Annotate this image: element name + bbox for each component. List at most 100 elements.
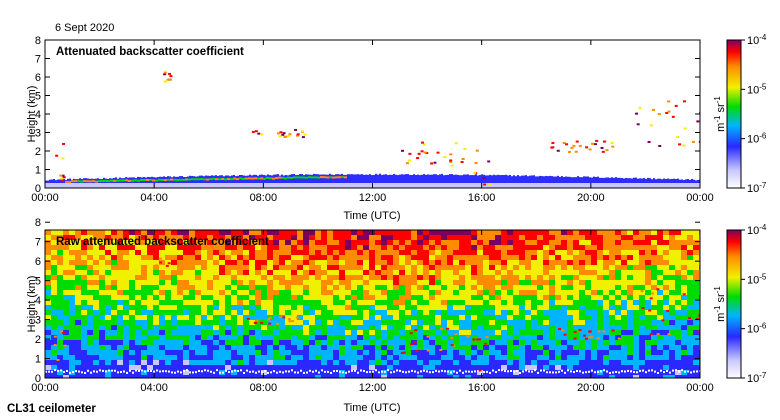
bottom-cell xyxy=(561,360,567,365)
bottom-cell xyxy=(303,230,309,235)
top-bl-column xyxy=(463,174,465,188)
bottom-cell xyxy=(309,350,315,355)
top-aerosol-mark xyxy=(209,178,212,181)
bottom-cell xyxy=(447,280,453,285)
bottom-cell xyxy=(237,320,243,325)
bottom-cell xyxy=(231,240,237,245)
top-bl-surface xyxy=(369,183,371,188)
bottom-cell xyxy=(129,300,135,305)
bottom-cell xyxy=(321,270,327,275)
top-aerosol-mark xyxy=(269,177,272,180)
bottom-cell xyxy=(531,255,537,260)
bottom-cell xyxy=(555,250,561,255)
bottom-cell xyxy=(291,340,297,345)
bottom-cell xyxy=(237,365,243,370)
bottom-cell xyxy=(417,245,423,250)
bottom-cell xyxy=(687,260,693,265)
top-bl-column xyxy=(431,174,433,188)
top-bl-surface xyxy=(657,183,659,188)
bottom-surface-gap xyxy=(276,371,278,374)
bottom-cell xyxy=(447,230,453,235)
bottom-cell xyxy=(153,285,159,290)
bottom-cell xyxy=(597,250,603,255)
bottom-cell xyxy=(459,355,465,360)
top-bl-surface xyxy=(115,183,117,188)
top-aerosol-mark xyxy=(296,176,299,179)
bottom-cell xyxy=(675,360,681,365)
bottom-cell xyxy=(207,355,213,360)
bottom-cell xyxy=(63,250,69,255)
bottom-surface-gap xyxy=(516,369,518,372)
bottom-cell xyxy=(351,260,357,265)
bottom-cell xyxy=(375,340,381,345)
top-bl-column xyxy=(423,174,425,188)
bottom-surface-gap xyxy=(237,369,239,372)
top-bl-surface xyxy=(567,183,569,188)
bottom-cell xyxy=(171,305,177,310)
bottom-cloud-mark xyxy=(587,336,591,339)
bottom-cloud-mark xyxy=(666,310,670,313)
bottom-cell xyxy=(165,285,171,290)
bottom-cell xyxy=(345,270,351,275)
bottom-cell xyxy=(633,375,639,378)
bottom-cell xyxy=(339,290,345,295)
bottom-cell xyxy=(351,330,357,335)
bottom-cell xyxy=(309,300,315,305)
bottom-cell xyxy=(525,325,531,330)
bottom-cell xyxy=(81,340,87,345)
top-cloud-mark xyxy=(443,156,447,159)
bottom-cell xyxy=(153,325,159,330)
bottom-cell xyxy=(201,240,207,245)
bottom-cell xyxy=(441,345,447,350)
bottom-surface-gap xyxy=(540,369,542,372)
bottom-cell xyxy=(651,320,657,325)
bottom-cell xyxy=(255,240,261,245)
bottom-cell xyxy=(117,235,123,240)
top-aerosol-mark xyxy=(224,178,227,181)
bottom-cell xyxy=(45,345,51,350)
bottom-cell xyxy=(45,300,51,305)
bottom-cell xyxy=(609,250,615,255)
bottom-cell xyxy=(81,270,87,275)
top-cloud-mark xyxy=(278,135,282,138)
bottom-cell xyxy=(471,260,477,265)
bottom-cell xyxy=(471,250,477,255)
bottom-cell xyxy=(309,330,315,335)
bottom-cell xyxy=(573,280,579,285)
bottom-cloud-mark xyxy=(484,342,488,345)
top-bl-surface xyxy=(539,183,541,188)
bottom-cell xyxy=(435,265,441,270)
bottom-cell xyxy=(603,290,609,295)
bottom-cloud-mark xyxy=(661,319,665,322)
top-bl-column xyxy=(545,175,547,188)
bottom-cell xyxy=(183,365,189,370)
bottom-cell xyxy=(489,320,495,325)
bottom-cell xyxy=(363,350,369,355)
top-bl-column xyxy=(265,175,267,188)
top-bl-surface xyxy=(445,183,447,188)
top-aerosol-mark xyxy=(284,177,287,180)
bottom-cloud-mark xyxy=(439,348,443,351)
top-bl-column xyxy=(163,176,165,188)
top-bl-column xyxy=(289,174,291,188)
bottom-cell xyxy=(369,325,375,330)
bottom-cell xyxy=(579,270,585,275)
bottom-cell xyxy=(123,260,129,265)
bottom-cell xyxy=(399,255,405,260)
top-cloud-mark xyxy=(301,130,305,133)
bottom-cell xyxy=(657,310,663,315)
bottom-cell xyxy=(645,245,651,250)
top-bl-surface xyxy=(63,183,65,188)
bottom-cell xyxy=(279,335,285,340)
top-bl-column xyxy=(507,175,509,188)
bottom-cell xyxy=(315,345,321,350)
bottom-cell xyxy=(597,265,603,270)
bottom-cell xyxy=(453,295,459,300)
bottom-cell xyxy=(525,375,531,378)
bottom-cell xyxy=(357,365,363,370)
bottom-cell xyxy=(471,245,477,250)
bottom-cell xyxy=(351,375,357,378)
bottom-cell xyxy=(543,365,549,370)
bottom-cell xyxy=(573,360,579,365)
bottom-cell xyxy=(369,310,375,315)
